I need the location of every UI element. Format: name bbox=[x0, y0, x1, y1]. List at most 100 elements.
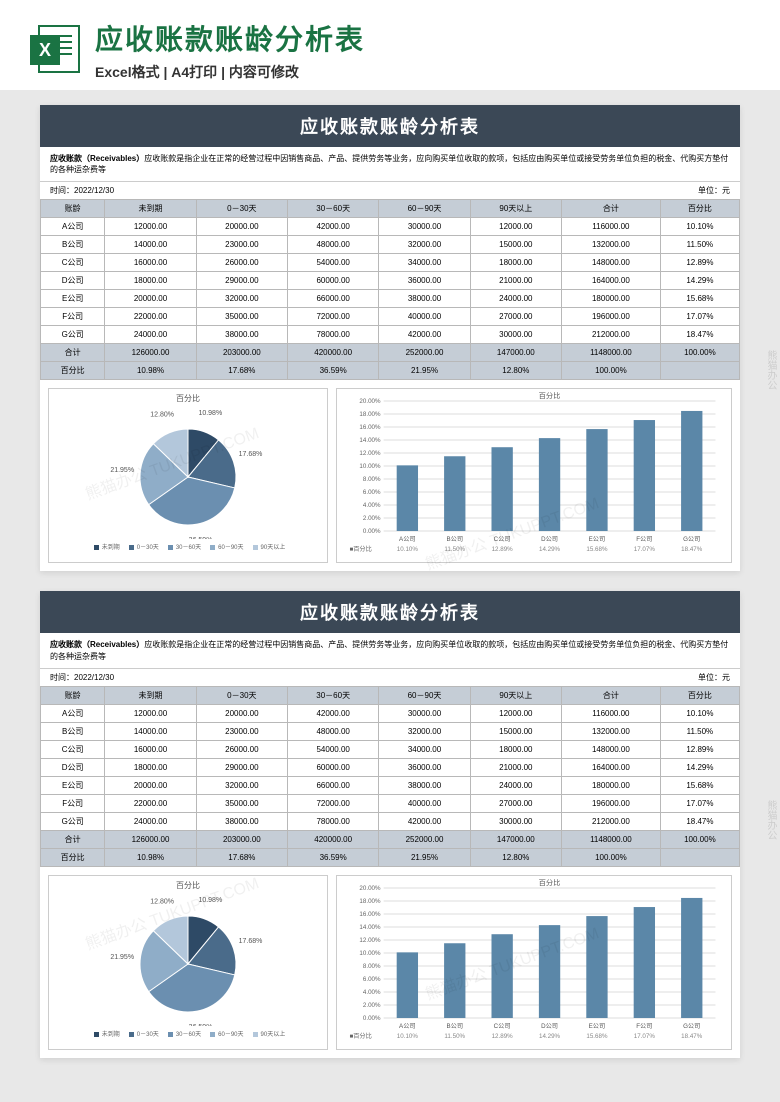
bar-svg: 20.00%18.00%16.00%14.00%12.00%10.00%8.00… bbox=[337, 876, 731, 1051]
svg-text:15.68%: 15.68% bbox=[586, 546, 608, 553]
sheet-description: 应收账款（Receivables）应收账款是指企业在正常的经营过程中因销售商品、… bbox=[40, 147, 740, 182]
table-row: A公司12000.0020000.0042000.0030000.0012000… bbox=[41, 704, 740, 722]
col-header: 合计 bbox=[562, 200, 661, 218]
svg-text:4.00%: 4.00% bbox=[363, 989, 381, 996]
col-header: 60－90天 bbox=[379, 200, 470, 218]
svg-text:14.29%: 14.29% bbox=[539, 546, 561, 553]
svg-text:11.50%: 11.50% bbox=[444, 546, 465, 553]
pie-legend: 未到期0－30天30－60天60－90天90天以上 bbox=[49, 539, 327, 554]
svg-text:14.00%: 14.00% bbox=[359, 924, 381, 931]
svg-text:18.00%: 18.00% bbox=[359, 411, 381, 418]
svg-text:10.10%: 10.10% bbox=[397, 546, 419, 553]
svg-text:10.10%: 10.10% bbox=[397, 1033, 419, 1040]
svg-text:17.68%: 17.68% bbox=[239, 938, 263, 945]
unit-cell: 单位：元 bbox=[698, 672, 730, 683]
svg-text:E公司: E公司 bbox=[589, 536, 606, 543]
table-row: A公司12000.0020000.0042000.0030000.0012000… bbox=[41, 218, 740, 236]
svg-text:15.68%: 15.68% bbox=[586, 1033, 608, 1040]
svg-text:D公司: D公司 bbox=[541, 536, 558, 543]
svg-text:0.00%: 0.00% bbox=[363, 1015, 381, 1022]
pie-legend: 未到期0－30天30－60天60－90天90天以上 bbox=[49, 1026, 327, 1041]
sheet-title: 应收账款账龄分析表 bbox=[40, 591, 740, 633]
svg-text:2.00%: 2.00% bbox=[363, 1002, 381, 1009]
svg-text:10.00%: 10.00% bbox=[359, 950, 381, 957]
col-header: 90天以上 bbox=[470, 686, 561, 704]
desc-text: 应收账款是指企业在正常的经营过程中因销售商品、产品、提供劳务等业务，应向购买单位… bbox=[50, 640, 728, 660]
worksheet: 应收账款账龄分析表 应收账款（Receivables）应收账款是指企业在正常的经… bbox=[40, 591, 740, 1057]
date-cell: 时间：2022/12/30 bbox=[50, 185, 114, 196]
svg-text:10.98%: 10.98% bbox=[198, 897, 222, 904]
bar-svg: 20.00%18.00%16.00%14.00%12.00%10.00%8.00… bbox=[337, 389, 731, 564]
svg-text:12.89%: 12.89% bbox=[492, 1033, 514, 1040]
svg-text:16.00%: 16.00% bbox=[359, 911, 381, 918]
sheet-description: 应收账款（Receivables）应收账款是指企业在正常的经营过程中因销售商品、… bbox=[40, 633, 740, 668]
bar-chart: 20.00%18.00%16.00%14.00%12.00%10.00%8.00… bbox=[336, 388, 732, 563]
main-title: 应收账款账龄分析表 bbox=[95, 18, 750, 58]
table-row: D公司18000.0029000.0060000.0036000.0021000… bbox=[41, 758, 740, 776]
data-table: 账龄未到期0－30天30－60天60－90天90天以上合计百分比 A公司1200… bbox=[40, 199, 740, 380]
svg-text:C公司: C公司 bbox=[494, 1023, 511, 1030]
svg-text:12.80%: 12.80% bbox=[150, 898, 174, 905]
date-cell: 时间：2022/12/30 bbox=[50, 672, 114, 683]
page-header: X 应收账款账龄分析表 Excel格式 | A4打印 | 内容可修改 bbox=[0, 0, 780, 90]
page-area: 应收账款账龄分析表 应收账款（Receivables）应收账款是指企业在正常的经… bbox=[0, 90, 780, 1093]
pie-chart: 百分比 10.98%17.68%36.59%21.95%12.80% 未到期0－… bbox=[48, 388, 328, 563]
total-row: 合计126000.00203000.00420000.00252000.0014… bbox=[41, 830, 740, 848]
svg-text:12.80%: 12.80% bbox=[150, 412, 174, 419]
col-header: 0－30天 bbox=[196, 200, 287, 218]
svg-text:20.00%: 20.00% bbox=[359, 885, 381, 892]
charts-row: 百分比 10.98% 17.68% 36.59% 21.95% 12.80% 未到期0－… bbox=[40, 867, 740, 1058]
desc-term: 应收账款（Receivables） bbox=[50, 640, 144, 649]
worksheet: 应收账款账龄分析表 应收账款（Receivables）应收账款是指企业在正常的经… bbox=[40, 105, 740, 571]
table-row: B公司14000.0023000.0048000.0032000.0015000… bbox=[41, 236, 740, 254]
bar-chart: 20.00%18.00%16.00%14.00%12.00%10.00%8.00… bbox=[336, 875, 732, 1050]
svg-text:百分比: 百分比 bbox=[539, 392, 561, 401]
svg-text:6.00%: 6.00% bbox=[363, 489, 381, 496]
side-watermark: 熊猫办公 bbox=[763, 800, 778, 840]
table-row: E公司20000.0032000.0066000.0038000.0024000… bbox=[41, 290, 740, 308]
svg-text:B公司: B公司 bbox=[446, 536, 463, 543]
table-row: G公司24000.0038000.0078000.0042000.0030000… bbox=[41, 326, 740, 344]
side-watermark: 熊猫办公 bbox=[763, 350, 778, 390]
data-table: 账龄未到期0－30天30－60天60－90天90天以上合计百分比 A公司1200… bbox=[40, 686, 740, 867]
svg-text:G公司: G公司 bbox=[683, 1023, 700, 1030]
subtitle: Excel格式 | A4打印 | 内容可修改 bbox=[95, 62, 750, 82]
table-row: B公司14000.0023000.0048000.0032000.0015000… bbox=[41, 722, 740, 740]
col-header: 0－30天 bbox=[196, 686, 287, 704]
svg-text:A公司: A公司 bbox=[399, 1023, 416, 1030]
pie-chart: 百分比 10.98%17.68%36.59%21.95%12.80% 未到期0－… bbox=[48, 875, 328, 1050]
svg-text:18.00%: 18.00% bbox=[359, 898, 381, 905]
table-row: F公司22000.0035000.0072000.0040000.0027000… bbox=[41, 308, 740, 326]
svg-text:11.50%: 11.50% bbox=[444, 1033, 465, 1040]
svg-text:A公司: A公司 bbox=[399, 536, 416, 543]
pie-svg: 10.98% 17.68% 36.59% 21.95% 12.80% bbox=[58, 896, 318, 1026]
svg-text:12.00%: 12.00% bbox=[359, 450, 381, 457]
svg-text:F公司: F公司 bbox=[636, 536, 652, 543]
svg-text:8.00%: 8.00% bbox=[363, 476, 381, 483]
svg-text:14.00%: 14.00% bbox=[359, 437, 381, 444]
svg-text:20.00%: 20.00% bbox=[359, 398, 381, 405]
svg-text:2.00%: 2.00% bbox=[363, 515, 381, 522]
svg-text:■百分比: ■百分比 bbox=[349, 545, 371, 553]
svg-text:D公司: D公司 bbox=[541, 1023, 558, 1030]
svg-text:百分比: 百分比 bbox=[539, 878, 561, 887]
col-header: 账龄 bbox=[41, 200, 105, 218]
svg-text:21.95%: 21.95% bbox=[110, 954, 134, 961]
svg-text:6.00%: 6.00% bbox=[363, 976, 381, 983]
table-row: F公司22000.0035000.0072000.0040000.0027000… bbox=[41, 794, 740, 812]
col-header: 未到期 bbox=[105, 686, 196, 704]
meta-row: 时间：2022/12/30 单位：元 bbox=[40, 182, 740, 199]
svg-text:B公司: B公司 bbox=[446, 1023, 463, 1030]
col-header: 百分比 bbox=[660, 686, 739, 704]
col-header: 60－90天 bbox=[379, 686, 470, 704]
sheet-title: 应收账款账龄分析表 bbox=[40, 105, 740, 147]
svg-text:12.00%: 12.00% bbox=[359, 937, 381, 944]
svg-text:18.47%: 18.47% bbox=[681, 546, 703, 553]
meta-row: 时间：2022/12/30 单位：元 bbox=[40, 669, 740, 686]
svg-text:C公司: C公司 bbox=[494, 536, 511, 543]
pct-row: 百分比10.98%17.68%36.59%21.95%12.80%100.00% bbox=[41, 848, 740, 866]
col-header: 百分比 bbox=[660, 200, 739, 218]
svg-text:21.95%: 21.95% bbox=[110, 467, 134, 474]
svg-text:10.00%: 10.00% bbox=[359, 463, 381, 470]
svg-text:36.59%: 36.59% bbox=[189, 1024, 213, 1026]
